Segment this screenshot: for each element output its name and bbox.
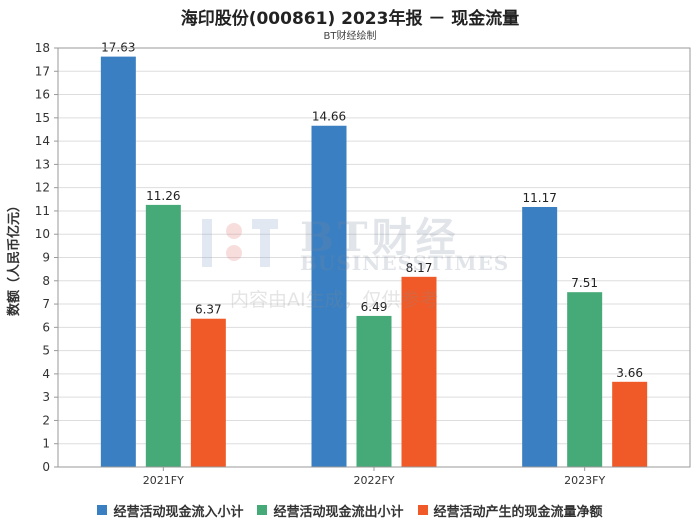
y-axis-label: 数额（人民币亿元） bbox=[6, 199, 22, 316]
bar bbox=[190, 318, 226, 467]
legend-label-inflow: 经营活动现金流入小计 bbox=[113, 504, 244, 520]
data-label: 11.26 bbox=[146, 189, 180, 203]
y-tick-label: 5 bbox=[42, 344, 50, 358]
x-tick-label: 2021FY bbox=[143, 474, 184, 487]
y-tick-label: 13 bbox=[35, 157, 50, 171]
x-tick-label: 2022FY bbox=[353, 474, 394, 487]
data-label: 6.37 bbox=[195, 303, 222, 317]
bar bbox=[356, 315, 392, 467]
y-tick-label: 9 bbox=[42, 251, 50, 265]
legend-swatch-outflow bbox=[257, 505, 268, 515]
legend-item-outflow: 经营活动现金流出小计 bbox=[257, 501, 404, 520]
bar bbox=[567, 292, 603, 467]
y-tick-label: 1 bbox=[42, 437, 50, 451]
data-label: 8.17 bbox=[406, 261, 433, 275]
y-tick-label: 8 bbox=[42, 274, 50, 288]
bar-series bbox=[100, 56, 648, 468]
y-tick-label: 15 bbox=[35, 111, 50, 125]
bar bbox=[612, 381, 648, 467]
data-label: 14.66 bbox=[312, 110, 346, 124]
y-tick-label: 4 bbox=[42, 367, 50, 381]
y-tick-label: 17 bbox=[35, 64, 50, 78]
bar bbox=[522, 206, 558, 467]
legend-item-net: 经营活动产生的现金流量净额 bbox=[417, 501, 603, 520]
chart-subtitle: BT财经绘制 bbox=[323, 31, 377, 42]
bar bbox=[100, 56, 136, 467]
chart-title: 海印股份(000861) 2023年报 － 现金流量 bbox=[180, 9, 520, 29]
y-tick-label: 2 bbox=[42, 413, 50, 427]
bar bbox=[401, 276, 437, 467]
plot-frame bbox=[57, 47, 691, 468]
x-tick-label: 2023FY bbox=[564, 474, 605, 487]
bar bbox=[311, 125, 347, 468]
legend: 经营活动现金流入小计 经营活动现金流出小计 经营活动产生的现金流量净额 bbox=[0, 500, 700, 520]
y-tick-label: 0 bbox=[42, 460, 50, 474]
data-label: 6.49 bbox=[361, 300, 388, 314]
x-axis-ticks: 2021FY 2022FY 2023FY bbox=[143, 467, 605, 487]
y-tick-label: 10 bbox=[35, 227, 50, 241]
data-label: 7.51 bbox=[571, 276, 598, 290]
y-tick-label: 7 bbox=[42, 297, 50, 311]
data-label: 11.17 bbox=[522, 191, 556, 205]
legend-item-inflow: 经营活动现金流入小计 bbox=[97, 501, 243, 520]
y-tick-label: 11 bbox=[35, 204, 50, 218]
legend-swatch-inflow bbox=[97, 505, 108, 515]
y-tick-label: 18 bbox=[35, 41, 50, 55]
y-tick-label: 6 bbox=[42, 320, 50, 334]
legend-label-outflow: 经营活动现金流出小计 bbox=[273, 504, 404, 520]
y-tick-label: 3 bbox=[42, 390, 50, 404]
y-tick-label: 14 bbox=[35, 134, 50, 148]
legend-label-net: 经营活动产生的现金流量净额 bbox=[433, 504, 603, 520]
y-tick-label: 12 bbox=[35, 181, 50, 195]
legend-swatch-net bbox=[417, 505, 428, 515]
bar bbox=[145, 204, 181, 468]
data-label: 3.66 bbox=[616, 366, 643, 380]
y-tick-label: 16 bbox=[35, 88, 50, 102]
